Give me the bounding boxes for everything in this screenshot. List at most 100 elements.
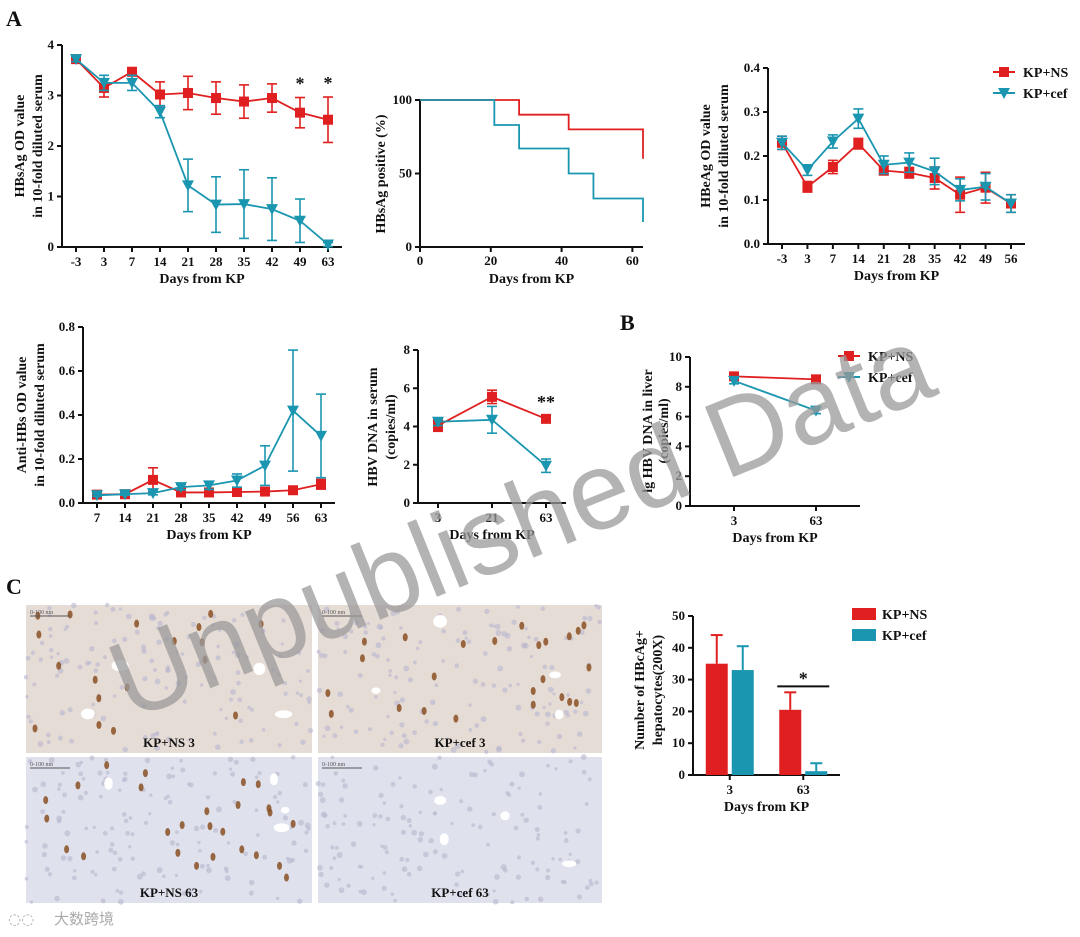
nucleus [401,733,407,739]
nucleus [64,830,71,837]
marker-triangle [203,480,215,492]
nucleus [174,873,179,878]
nucleus [483,769,487,773]
nucleus [454,882,459,887]
stained-hepatocyte [64,845,70,854]
nucleus [62,792,67,798]
x-tick-label: 3 [727,782,734,797]
nucleus [205,795,211,800]
nucleus [587,615,593,622]
nucleus [329,866,334,871]
nucleus [117,898,124,905]
x-tick-label: 21 [486,510,499,525]
nucleus [157,620,163,627]
nucleus [412,784,418,789]
nucleus [282,815,289,821]
nucleus [515,874,522,880]
nucleus [175,842,180,847]
nucleus [217,628,222,632]
nucleus [298,819,305,826]
chart-hbvdna_liver: 0 2 4 6 8 10 3 63 Days from KP lg HBV DNA in live… [641,349,914,546]
nucleus [164,636,170,642]
nucleus [175,830,179,834]
stained-hepatocyte [36,630,42,639]
nucleus [472,678,479,684]
x-tick-label: 56 [287,510,301,525]
legend: KP+NS KP+cef [993,66,1069,102]
nucleus [77,664,83,670]
nucleus [471,823,476,827]
x-axis-label: Days from KP [732,531,818,546]
nucleus [166,665,170,669]
nucleus [330,845,335,850]
nucleus [556,733,563,740]
nucleus [527,635,531,640]
nucleus [250,756,256,762]
nucleus [186,634,192,640]
nucleus [193,825,200,832]
nucleus [276,800,280,804]
nucleus [375,642,382,649]
nucleus [229,697,234,702]
nucleus [322,653,328,659]
nucleus [378,625,384,630]
nucleus [502,687,508,693]
nucleus [227,756,234,763]
nucleus [109,842,115,847]
vessel-lumen [104,777,113,790]
nucleus [371,651,376,657]
nucleus [334,845,339,850]
nucleus [60,855,67,861]
nucleus [398,742,404,749]
nucleus [149,658,155,664]
stained-hepatocyte [199,638,205,647]
nucleus [563,838,569,843]
nucleus [450,821,454,826]
nucleus [582,710,589,717]
nucleus [372,813,378,819]
nucleus [530,860,535,865]
stained-hepatocyte [290,819,296,828]
micrograph-caption: KP+cef 3 [434,735,486,750]
nucleus [318,652,324,658]
nucleus [230,771,236,777]
nucleus [587,777,592,782]
y-tick-label: 50 [399,166,412,181]
nucleus [544,711,551,718]
nucleus [304,830,309,835]
nucleus [346,883,351,888]
nucleus [468,703,472,707]
nucleus [560,879,565,884]
marker-square [148,474,158,485]
nucleus [123,771,128,776]
stained-hepatocyte [75,781,81,790]
nucleus [282,680,288,686]
nucleus [384,849,389,855]
nucleus [169,840,176,846]
nucleus [130,832,135,837]
nucleus [319,797,326,804]
nucleus [303,848,309,854]
stained-hepatocyte [258,620,264,629]
nucleus [94,621,99,626]
nucleus [206,863,210,868]
stained-hepatocyte [32,724,38,733]
nucleus [197,840,201,845]
marker-square [260,486,270,497]
nucleus [115,888,120,893]
panel-label-b: B [620,310,635,335]
vessel-lumen [433,615,448,628]
stained-hepatocyte [239,845,245,854]
y-tick-label: 2 [404,457,411,472]
nucleus [291,840,297,846]
nucleus [228,767,233,771]
nucleus [89,755,95,761]
marker-triangle [776,137,788,149]
micrograph-4: 0-100 nm KP+cef 63 [315,754,602,905]
nucleus [111,866,117,872]
nucleus [517,786,521,790]
nucleus [118,890,124,895]
panel-label-c: C [6,574,22,599]
nucleus [322,813,328,818]
nucleus [156,639,162,645]
